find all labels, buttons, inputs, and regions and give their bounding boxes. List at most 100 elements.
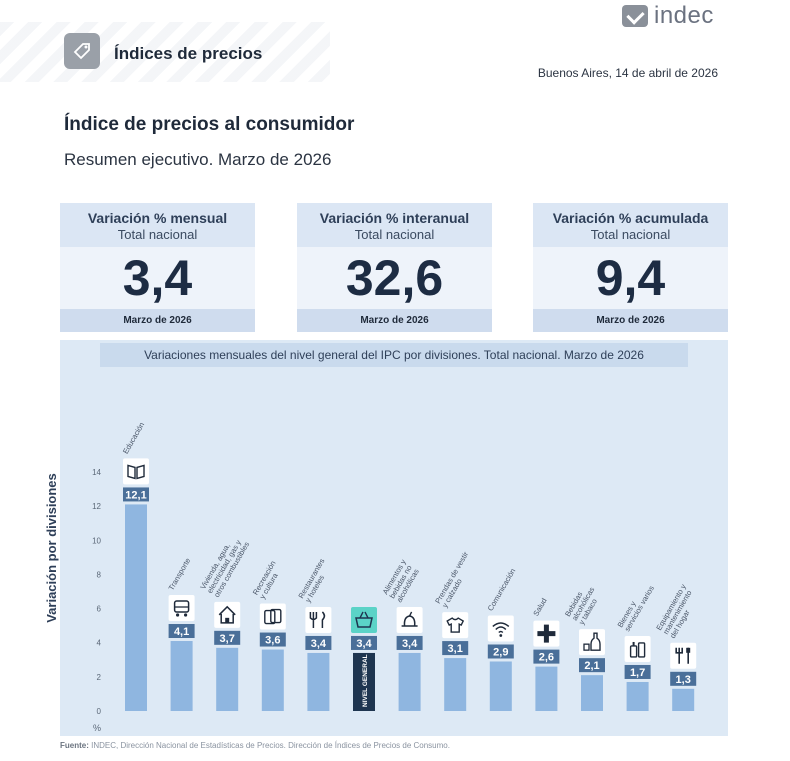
value-label: 1,7 xyxy=(630,667,645,679)
y-tick-label: 6 xyxy=(97,605,102,614)
category-label: Salud xyxy=(531,596,548,617)
category-label: Bebidasalcohólicasy tabaco xyxy=(563,581,603,626)
bar xyxy=(489,661,512,711)
value-label: 1,3 xyxy=(676,674,691,686)
value-label-bg xyxy=(487,644,514,659)
chart-title: Variaciones mensuales del nivel general … xyxy=(100,343,688,367)
value-label-bg xyxy=(351,635,377,650)
bar xyxy=(626,681,649,711)
category-label: Vivienda, agua,electricidad, gas yotros … xyxy=(198,532,251,599)
value-label-bg xyxy=(214,630,241,645)
category-icon-bg xyxy=(123,458,149,485)
bar xyxy=(353,652,375,711)
value-label-bg xyxy=(442,641,469,656)
category-icon-bg xyxy=(442,612,469,639)
indec-logo-icon xyxy=(622,5,648,27)
category-label: Alimentos ybebidas noalcohólicas xyxy=(381,558,422,604)
value-label: 2,6 xyxy=(539,652,554,664)
cutlery-icon xyxy=(309,611,326,628)
apple-icon xyxy=(401,611,418,627)
bottles-icon xyxy=(629,641,646,658)
category-icon-bg xyxy=(214,601,241,628)
kpi-scope: Total nacional xyxy=(354,227,435,242)
y-tick-label: 2 xyxy=(97,673,102,682)
y-tick-label: 14 xyxy=(92,468,101,477)
bar xyxy=(170,641,193,711)
bottle-icon xyxy=(583,632,601,651)
value-label-bg xyxy=(259,632,286,647)
value-label: 3,4 xyxy=(356,638,372,650)
header-decoration xyxy=(0,22,330,82)
bar xyxy=(398,652,421,711)
category-label: Recreacióny cultura xyxy=(251,559,285,600)
bar xyxy=(125,504,147,711)
bar xyxy=(672,688,695,711)
y-unit-label: % xyxy=(93,723,101,733)
y-tick-label: 10 xyxy=(92,536,101,545)
nivel-general-label: NIVEL GENERAL xyxy=(362,654,369,707)
bar xyxy=(216,647,239,711)
value-label: 4,1 xyxy=(174,626,189,638)
category-label: Comunicación xyxy=(486,567,518,613)
value-label: 2,9 xyxy=(493,646,508,658)
y-tick-label: 8 xyxy=(97,570,102,579)
bar xyxy=(444,658,467,711)
kpi-period: Marzo de 2026 xyxy=(60,309,255,332)
value-label-bg xyxy=(123,487,149,502)
category-label: Equipamiento ymantenimientodel hogar xyxy=(654,582,702,639)
kpi-value: 3,4 xyxy=(60,247,255,309)
page-subtitle: Resumen ejecutivo. Marzo de 2026 xyxy=(64,150,332,169)
category-icon-bg xyxy=(305,606,332,633)
value-label-bg xyxy=(168,624,195,639)
price-tag-icon xyxy=(64,33,100,69)
value-label: 3,7 xyxy=(220,633,235,645)
value-label-bg xyxy=(533,649,560,664)
category-icon-bg xyxy=(670,642,697,669)
category-icon-bg xyxy=(624,635,651,662)
y-tick-label: 4 xyxy=(97,639,102,648)
indec-logo: indec xyxy=(622,2,714,30)
kpi-value: 32,6 xyxy=(297,247,492,309)
ticket-icon xyxy=(264,608,282,625)
bus-icon xyxy=(173,600,190,617)
category-label: Bienes yservicios varios xyxy=(616,580,656,633)
value-label-bg xyxy=(305,635,332,650)
value-label: 3,4 xyxy=(402,638,418,650)
category-icon-bg xyxy=(168,595,195,622)
bar xyxy=(307,652,330,711)
category-label: Prendas de vestiry calzado xyxy=(433,550,477,609)
kpi-yearly: Variación % interanual Total nacional 32… xyxy=(297,203,492,332)
bar xyxy=(535,666,558,711)
shirt-icon xyxy=(446,617,465,633)
tools-icon xyxy=(675,647,691,664)
bar xyxy=(261,649,284,711)
category-label: Restaurantesy hoteles xyxy=(296,557,333,604)
value-label: 2,1 xyxy=(584,660,599,672)
kpi-scope: Total nacional xyxy=(117,227,198,242)
kpi-cumulative: Variación % acumulada Total nacional 9,4… xyxy=(533,203,728,332)
kpi-value: 9,4 xyxy=(533,247,728,309)
house-icon xyxy=(218,605,236,624)
source-label: Fuente: xyxy=(60,741,89,750)
kpi-monthly: Variación % mensual Total nacional 3,4 M… xyxy=(60,203,255,332)
kpi-label: Variación % acumulada xyxy=(552,210,709,226)
value-label-bg xyxy=(624,664,651,679)
value-label: 3,4 xyxy=(311,638,327,650)
kpi-label: Variación % mensual xyxy=(87,210,228,226)
page-title: Índice de precios al consumidor xyxy=(64,114,355,135)
category-icon-bg xyxy=(487,615,514,642)
value-label-bg xyxy=(396,635,423,650)
value-label-bg xyxy=(670,671,697,686)
wifi-icon xyxy=(492,622,510,637)
publication-date: Buenos Aires, 14 de abril de 2026 xyxy=(537,66,718,80)
category-label: Transporte xyxy=(167,556,193,592)
category-icon-bg xyxy=(259,603,286,630)
kpi-scope: Total nacional xyxy=(590,227,671,242)
kpi-period: Marzo de 2026 xyxy=(533,309,728,332)
category-label: Educación xyxy=(121,421,146,456)
book-icon xyxy=(127,464,145,480)
y-tick-label: 0 xyxy=(97,707,102,716)
logo-text: indec xyxy=(654,2,714,29)
value-label: 3,1 xyxy=(448,643,463,655)
